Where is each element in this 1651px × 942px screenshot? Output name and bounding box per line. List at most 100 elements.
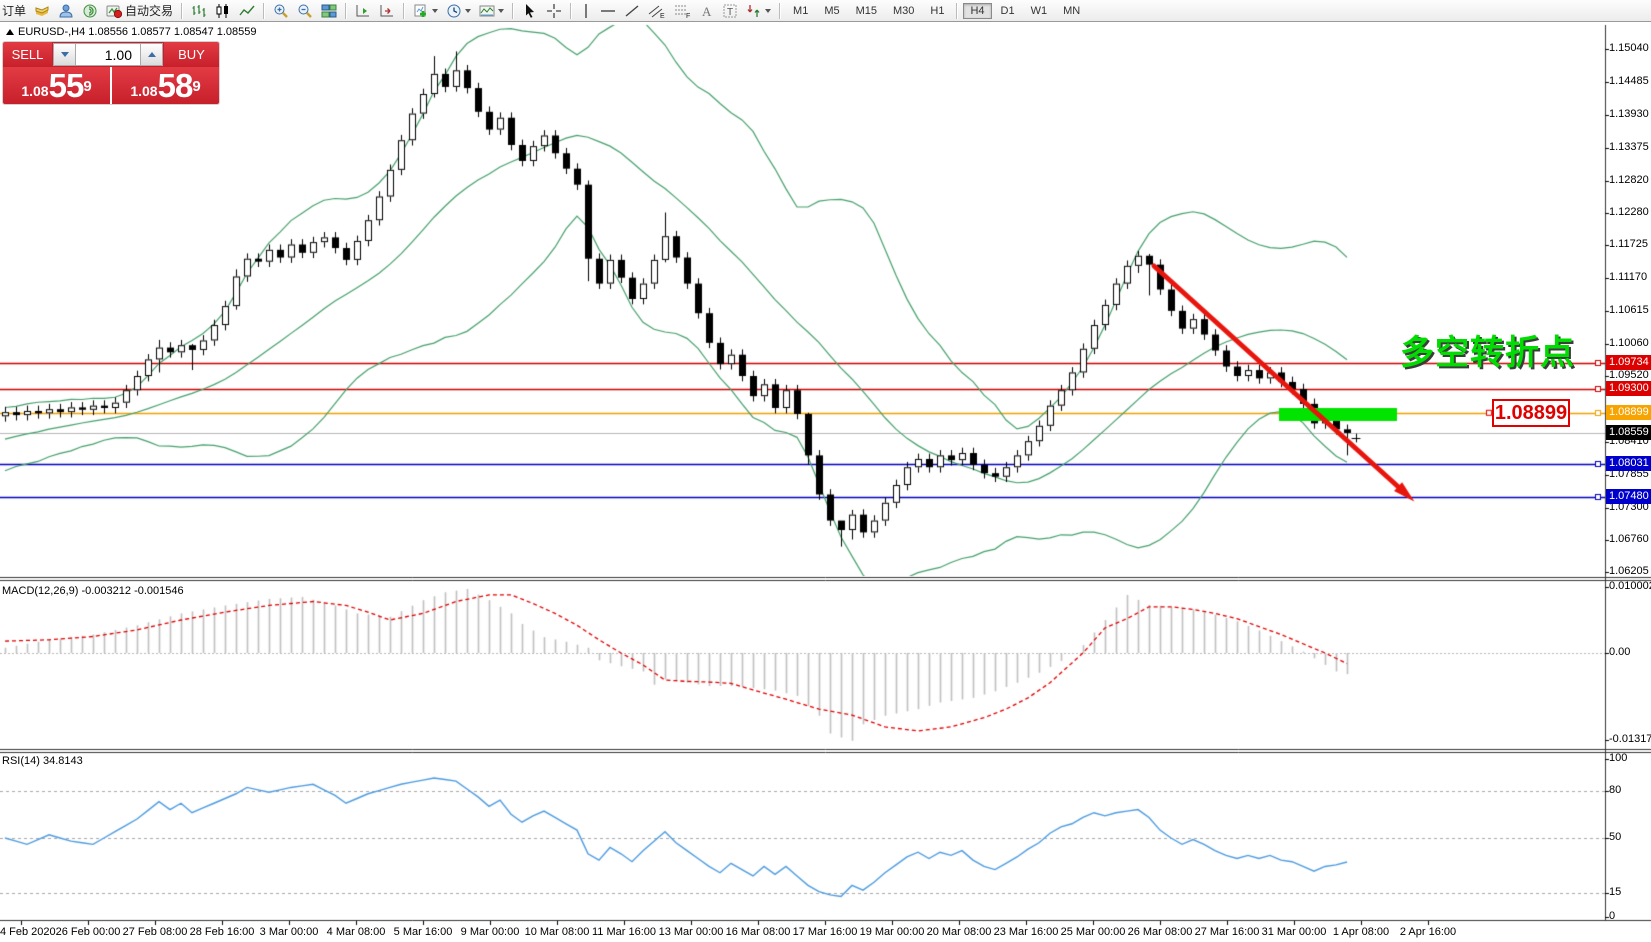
signals-button[interactable] <box>79 1 101 20</box>
buy-price-big: 58 <box>157 67 194 104</box>
timeframe-m1-button[interactable]: M1 <box>793 4 809 17</box>
line-chart-button[interactable] <box>236 1 258 20</box>
date-axis-label: 19 Mar 00:00 <box>859 926 925 938</box>
macd-label: MACD(12,26,9) -0.003212 -0.001546 <box>2 585 184 597</box>
price-axis-label: 1.12280 <box>1609 205 1649 218</box>
new-chart-button[interactable] <box>410 1 441 20</box>
timeframe-h4-button[interactable]: H4 <box>963 2 992 19</box>
trendline-button[interactable] <box>621 1 643 20</box>
price-axis-label: 1.15040 <box>1609 42 1649 54</box>
timeframe-m5-button[interactable]: M5 <box>824 4 840 17</box>
template-button[interactable] <box>476 1 507 20</box>
cursor-button[interactable] <box>519 1 541 20</box>
accounts-button[interactable] <box>55 1 77 20</box>
price-axis-badge: 1.09734 <box>1606 355 1651 371</box>
chevron-down-icon <box>465 8 472 13</box>
date-axis-label: 27 Feb 08:00 <box>122 926 188 938</box>
horizontal-line-button[interactable] <box>597 1 619 20</box>
symbol-ohlc-bar: EURUSD-,H4 1.08556 1.08577 1.08547 1.085… <box>6 26 257 38</box>
crosshair-button[interactable] <box>543 1 565 20</box>
timeframe-m30-button[interactable]: M30 <box>893 4 915 17</box>
text-label-button[interactable]: T <box>719 1 741 20</box>
symbol-ohlc-text: EURUSD-,H4 1.08556 1.08577 1.08547 1.085… <box>18 26 257 38</box>
timeframe-h1-button[interactable]: H1 <box>930 4 945 17</box>
price-axis-label: 1.12820 <box>1609 173 1649 186</box>
line-chart-icon <box>239 3 255 19</box>
zoom-out-button[interactable] <box>294 1 316 20</box>
rsi-axis-label: 15 <box>1609 886 1622 899</box>
crosshair-icon <box>546 3 562 19</box>
price-axis-label: 1.09520 <box>1609 369 1649 381</box>
lot-decrease-button[interactable] <box>53 43 76 66</box>
autotrading-icon <box>106 3 123 19</box>
date-axis-label: 1 Apr 08:00 <box>1332 926 1390 938</box>
vertical-line-icon <box>580 3 592 19</box>
price-axis-label: 1.10060 <box>1609 337 1649 350</box>
fibonacci-icon: F <box>674 3 692 19</box>
price-axis-badge: 1.08899 <box>1606 404 1651 420</box>
toolbar-separator <box>512 2 515 19</box>
sell-price-prefix: 1.08 <box>21 83 49 99</box>
toolbar-separator <box>263 2 266 19</box>
chevron-down-icon <box>60 52 69 57</box>
sell-price[interactable]: 1.08 55 9 <box>3 67 112 104</box>
price-axis-label: 1.11170 <box>1609 271 1648 284</box>
chart-shift-button[interactable] <box>376 1 398 20</box>
auto-scroll-button[interactable] <box>352 1 374 20</box>
new-order-label: 订单 <box>2 4 27 18</box>
date-axis-label: 11 Mar 16:00 <box>591 926 657 938</box>
period-button[interactable] <box>443 1 474 20</box>
equidistant-channel-button[interactable]: E <box>645 1 669 20</box>
date-axis-label: 27 Mar 16:00 <box>1194 926 1260 938</box>
sell-button[interactable]: SELL <box>3 42 52 67</box>
date-axis-label: 5 Mar 16:00 <box>393 926 453 938</box>
zoom-in-button[interactable] <box>270 1 292 20</box>
chevron-up-icon <box>147 52 156 57</box>
buy-price-prefix: 1.08 <box>130 83 158 99</box>
price-axis-label: 1.14485 <box>1609 74 1649 87</box>
svg-text:T: T <box>727 7 733 18</box>
price-axis-label: 1.06205 <box>1609 565 1649 578</box>
timeframe-d1-button[interactable]: D1 <box>1000 4 1015 17</box>
chevron-down-icon <box>432 8 439 13</box>
lot-increase-button[interactable] <box>140 43 163 66</box>
lot-size-control: 1.00 <box>52 42 164 67</box>
zoom-out-icon <box>297 3 313 19</box>
price-axis-badge: 1.08559 <box>1606 424 1651 440</box>
horizontal-line-icon <box>600 3 616 19</box>
rsi-axis-label: 0 <box>1609 910 1616 922</box>
timeframe-mn-button[interactable]: MN <box>1063 4 1081 17</box>
tile-windows-button[interactable] <box>318 1 340 20</box>
buy-price[interactable]: 1.08 58 9 <box>112 67 219 104</box>
text-button[interactable]: A <box>697 1 717 20</box>
new-order-button[interactable]: 订单 <box>0 1 29 20</box>
cursor-icon <box>522 3 538 19</box>
date-axis-label: 20 Mar 08:00 <box>926 926 992 938</box>
template-icon <box>479 3 495 19</box>
price-axis-badge: 1.08031 <box>1606 456 1651 472</box>
fibonacci-button[interactable]: F <box>671 1 695 20</box>
arrows-button[interactable] <box>743 1 774 20</box>
autotrading-button[interactable]: 自动交易 <box>103 1 176 20</box>
buy-button[interactable]: BUY <box>164 42 219 67</box>
history-center-button[interactable] <box>31 1 53 20</box>
date-axis-label: 10 Mar 08:00 <box>524 926 590 938</box>
lot-size-input[interactable]: 1.00 <box>76 43 140 66</box>
timeframe-toolbar: M1 M5 M15 M30 H1 H4 D1 W1 MN <box>785 2 1088 19</box>
bar-chart-button[interactable] <box>188 1 210 20</box>
date-axis-label: 2 Apr 16:00 <box>1399 926 1457 938</box>
timeframe-m15-button[interactable]: M15 <box>855 4 877 17</box>
timeframe-w1-button[interactable]: W1 <box>1030 4 1048 17</box>
date-axis-label: 23 Mar 16:00 <box>993 926 1059 938</box>
book-icon <box>34 3 50 19</box>
vertical-line-button[interactable] <box>577 1 595 20</box>
date-axis-label: 31 Mar 00:00 <box>1261 926 1327 938</box>
price-axis-label: 1.06760 <box>1609 532 1649 545</box>
arrows-icon <box>746 3 762 19</box>
collapse-triangle-icon[interactable] <box>6 29 14 35</box>
price-axis-badge: 1.09300 <box>1606 381 1651 397</box>
candlestick-chart-icon <box>215 3 231 19</box>
rsi-axis-label: 80 <box>1609 783 1622 796</box>
candlestick-chart-button[interactable] <box>212 1 234 20</box>
